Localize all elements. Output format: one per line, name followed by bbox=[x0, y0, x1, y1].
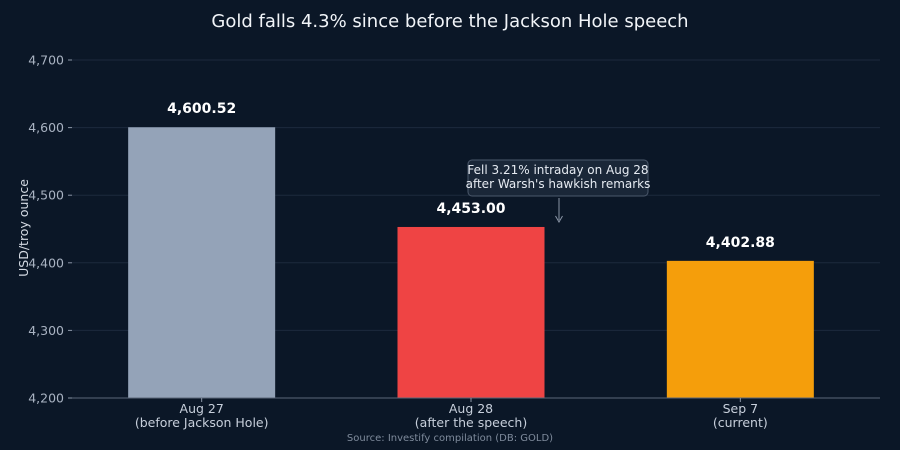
y-axis-label: USD/troy ounce bbox=[16, 179, 31, 277]
source-note: Source: Investify compilation (DB: GOLD) bbox=[347, 433, 553, 444]
x-tick-label: (before Jackson Hole) bbox=[135, 415, 269, 430]
y-tick-label: 4,700 bbox=[28, 53, 64, 68]
annotation-box bbox=[467, 159, 649, 197]
y-tick-label: 4,200 bbox=[28, 391, 64, 406]
annotation-text: Fell 3.21% intraday on Aug 28 bbox=[467, 163, 648, 177]
bar bbox=[666, 260, 814, 398]
x-axis: Aug 27(before Jackson Hole) Aug 28(after … bbox=[135, 398, 768, 430]
annotation-arrowhead bbox=[555, 215, 563, 223]
x-tick-label: Sep 7 bbox=[723, 401, 759, 416]
annotation-text: after Warsh's hawkish remarks bbox=[466, 177, 651, 191]
data-label: 4,600.52 bbox=[167, 101, 236, 117]
x-tick-label: (current) bbox=[713, 415, 768, 430]
y-tick-label: 4,600 bbox=[28, 120, 64, 135]
bar bbox=[397, 226, 545, 398]
y-tick-label: 4,400 bbox=[28, 255, 64, 270]
data-label: 4,402.88 bbox=[706, 235, 775, 251]
bar bbox=[128, 127, 276, 399]
x-tick-label: Aug 28 bbox=[449, 401, 493, 416]
y-tick-label: 4,500 bbox=[28, 188, 64, 203]
x-tick-label: (after the speech) bbox=[415, 415, 527, 430]
data-label: 4,453.00 bbox=[436, 201, 505, 217]
chart-title: Gold falls 4.3% since before the Jackson… bbox=[211, 11, 688, 32]
x-tick-label: Aug 27 bbox=[180, 401, 224, 416]
y-tick-label: 4,300 bbox=[28, 323, 64, 338]
y-axis: 4,200 4,300 4,400 4,500 4,600 4,700 bbox=[28, 53, 72, 406]
bars: 4,600.52 4,453.00 4,402.88 bbox=[128, 101, 814, 399]
